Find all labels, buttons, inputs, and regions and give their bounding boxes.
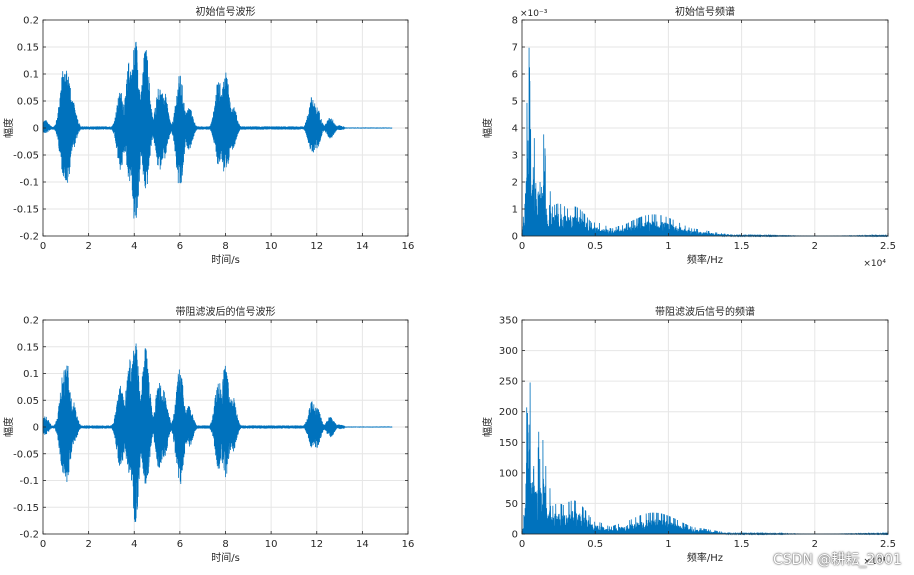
y-tick-label: -0.05 [13, 151, 39, 162]
y-tick-label: -0.2 [19, 530, 39, 541]
x-tick-label: 2 [85, 539, 91, 550]
x-tick-label: 8 [222, 241, 228, 252]
y-axis-label: 幅度 [481, 417, 494, 437]
x-exponent-label: ×10⁴ [863, 557, 886, 567]
y-tick-label: 0 [512, 530, 518, 541]
x-tick-label: 0 [40, 539, 46, 550]
watermark: CSDN @耕耘_2001 [773, 552, 902, 568]
x-tick-label: 4 [131, 539, 137, 550]
x-tick-label: 0.5 [587, 539, 603, 550]
y-tick-label: -0.1 [19, 476, 39, 487]
y-tick-label: -0.15 [13, 503, 39, 514]
chart-1: 0 2 4 6 8 10 12 14 16 -0.2 -0.15 -0.1 -0.05 0 0.05 0.1 0… [2, 5, 414, 266]
y-tick-label: -0.15 [13, 205, 39, 216]
y-axis-label: 幅度 [2, 417, 15, 437]
y-tick-label: 0.05 [17, 396, 39, 407]
x-axis-label: 时间/s [211, 551, 240, 564]
x-tick-label: 2.5 [880, 241, 896, 252]
x-axis-label: 时间/s [211, 253, 240, 266]
x-tick-label: 0 [40, 241, 46, 252]
x-tick-label: 1.5 [734, 539, 750, 550]
y-tick-label: 250 [499, 377, 518, 388]
chart-3: 0 2 4 6 8 10 12 14 16 -0.2 -0.15 -0.1 -0.05 0 0.05 0.1 0… [2, 305, 414, 564]
y-tick-label: 0.1 [23, 369, 39, 380]
chart-4: 0 0.5 1 1.5 2 2.5 0 50 100 150 200 250 300 350 带阻滤波后信号… [481, 305, 896, 567]
x-axis-label: 频率/Hz [687, 551, 723, 564]
y-tick-label: 150 [499, 438, 518, 449]
x-axis-label: 频率/Hz [687, 253, 723, 266]
y-exponent-label: ×10⁻³ [520, 9, 548, 19]
y-tick-label: -0.05 [13, 449, 39, 460]
y-tick-label: 2 [512, 178, 518, 189]
x-tick-label: 14 [356, 539, 369, 550]
y-tick-label: 0.2 [23, 316, 39, 327]
x-tick-label: 0.5 [587, 241, 603, 252]
x-tick-label: 12 [310, 539, 323, 550]
x-tick-label: 2 [812, 539, 818, 550]
x-tick-label: 16 [402, 539, 415, 550]
x-tick-label: 8 [222, 539, 228, 550]
y-tick-label: -0.1 [19, 178, 39, 189]
x-tick-label: 10 [265, 241, 278, 252]
x-tick-label: 1 [665, 539, 671, 550]
x-tick-label: 10 [265, 539, 278, 550]
x-exponent-label: ×10⁴ [863, 259, 886, 269]
y-tick-label: 8 [512, 16, 518, 27]
x-tick-label: 12 [310, 241, 323, 252]
x-tick-label: 4 [131, 241, 137, 252]
y-tick-label: 200 [499, 407, 518, 418]
y-tick-label: 0 [512, 232, 518, 243]
chart-title: 带阻滤波后信号的频谱 [655, 305, 755, 318]
y-tick-label: 4 [512, 124, 518, 135]
y-tick-label: 5 [512, 97, 518, 108]
y-tick-label: 0.15 [17, 342, 39, 353]
x-tick-label: 2 [812, 241, 818, 252]
y-axis-label: 幅度 [2, 118, 15, 138]
y-tick-label: 0.15 [17, 43, 39, 54]
y-tick-label: 1 [512, 205, 518, 216]
y-tick-label: 350 [499, 316, 518, 327]
y-tick-label: 100 [499, 468, 518, 479]
y-axis-label: 幅度 [481, 118, 494, 138]
series-line [42, 343, 393, 523]
y-tick-label: 6 [512, 70, 518, 81]
x-tick-label: 14 [356, 241, 369, 252]
y-tick-label: -0.2 [19, 232, 39, 243]
chart-title: 初始信号频谱 [675, 5, 735, 18]
y-tick-label: 3 [512, 151, 518, 162]
chart-title: 带阻滤波后的信号波形 [176, 305, 276, 318]
y-tick-label: 0.1 [23, 70, 39, 81]
y-tick-label: 7 [512, 43, 518, 54]
y-tick-label: 300 [499, 346, 518, 357]
x-tick-label: 6 [177, 539, 183, 550]
x-tick-label: 6 [177, 241, 183, 252]
x-tick-label: 1 [665, 241, 671, 252]
y-tick-label: 0.05 [17, 97, 39, 108]
x-tick-label: 2 [85, 241, 91, 252]
x-tick-label: 16 [402, 241, 415, 252]
y-tick-label: 0 [33, 423, 39, 434]
chart-title: 初始信号波形 [196, 5, 256, 18]
x-tick-label: 1.5 [734, 241, 750, 252]
y-tick-label: 0 [33, 124, 39, 135]
x-tick-label: 2.5 [880, 539, 896, 550]
x-tick-label: 0 [519, 539, 525, 550]
x-tick-label: 0 [519, 241, 525, 252]
y-tick-label: 50 [505, 499, 518, 510]
axes-box [521, 319, 889, 535]
plot-area [522, 320, 888, 534]
series-line [42, 41, 393, 219]
y-tick-label: 0.2 [23, 16, 39, 27]
